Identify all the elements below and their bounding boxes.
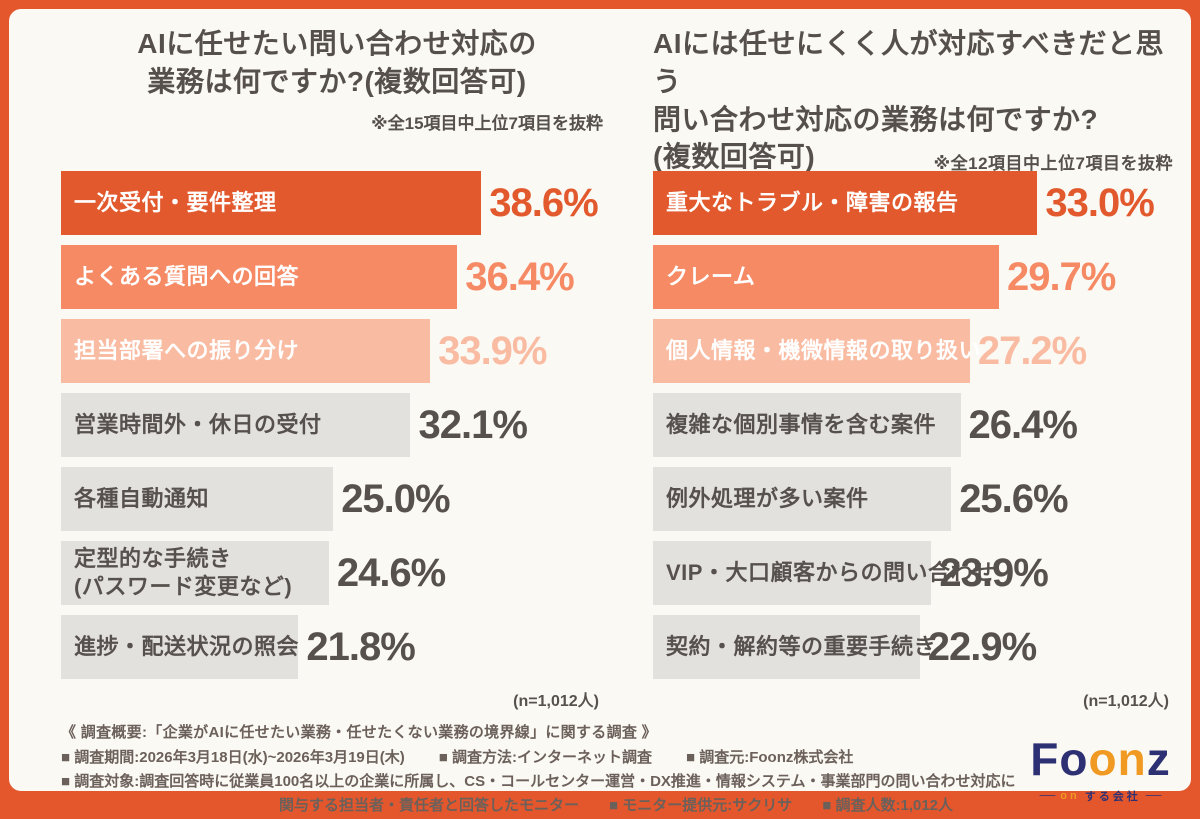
chart-header: AIに任せたい問い合わせ対応の 業務は何ですか?(複数回答可) ※全15項目中上… xyxy=(61,25,613,161)
bar-value: 32.1% xyxy=(418,402,527,447)
bar: 複雑な個別事情を含む案件 xyxy=(653,393,961,457)
bar-row: クレーム 29.7% xyxy=(653,245,1183,309)
bar: クレーム xyxy=(653,245,999,309)
bar: 例外処理が多い案件 xyxy=(653,467,952,531)
bar: 各種自動通知 xyxy=(61,467,334,531)
bar-value: 25.6% xyxy=(959,476,1068,521)
chart-tasks-humans-should-handle: AIには任せにくく人が対応すべきだと思う 問い合わせ対応の業務は何ですか? (複… xyxy=(653,25,1183,711)
bar-label: 例外処理が多い案件 xyxy=(666,485,869,511)
logo-letter: n xyxy=(1117,732,1147,785)
bar-row: 複雑な個別事情を含む案件 26.4% xyxy=(653,393,1183,457)
tagline-dash: ── xyxy=(1145,789,1162,802)
bar-value: 38.6% xyxy=(489,180,598,225)
bar: 進捗・配送状況の照会 xyxy=(61,615,300,680)
bar: 担当部署への振り分け xyxy=(61,319,431,383)
survey-target: ■ 調査対象:調査回答時に従業員100名以上の企業に所属し、CS・コールセンター… xyxy=(61,772,1016,790)
bar-label: 営業時間外・休日の受付 xyxy=(74,411,322,437)
bar-label: 複雑な個別事情を含む案件 xyxy=(666,411,937,437)
bar-label: 契約・解約等の重要手続き xyxy=(666,633,937,659)
bar: よくある質問への回答 xyxy=(61,245,458,309)
infographic-panel: AIに任せたい問い合わせ対応の 業務は何ですか?(複数回答可) ※全15項目中上… xyxy=(9,9,1191,814)
bar-row: 営業時間外・休日の受付 32.1% xyxy=(61,393,613,457)
bars-list: 一次受付・要件整理 38.6% よくある質問への回答 36.4% 担当部署への振り分… xyxy=(61,171,613,680)
survey-overview-text: 《 調査概要:「企業がAIに任せたい業務・任せたくない業務の境界線」に関する調査… xyxy=(61,721,1015,818)
logo-letter: o xyxy=(1088,732,1118,785)
foonz-logo: Foonz ── on する会社 ── xyxy=(1015,721,1185,818)
bar-label: 各種自動通知 xyxy=(74,485,210,511)
bar: 定型的な手続き (パスワード変更など) xyxy=(61,541,329,606)
bar: VIP・大口顧客からの問い合わせ xyxy=(653,541,995,605)
survey-overview-footer: 《 調査概要:「企業がAIに任せたい業務・任せたくない業務の境界線」に関する調査… xyxy=(61,721,1181,818)
bar-row: 契約・解約等の重要手続き 22.9% xyxy=(653,615,1183,679)
bar-value: 33.0% xyxy=(1045,180,1154,225)
bar: 一次受付・要件整理 xyxy=(61,171,482,235)
survey-target-continued: 関与する担当者・責任者と回答したモニター xyxy=(279,797,580,815)
bar-row: 個人情報・機微情報の取り扱い 27.2% xyxy=(653,319,1183,383)
bar-value: 25.0% xyxy=(341,476,450,521)
bar-row: 担当部署への振り分け 33.9% xyxy=(61,319,613,383)
bar: 契約・解約等の重要手続き xyxy=(653,615,936,679)
bar-label: VIP・大口顧客からの問い合わせ xyxy=(666,559,996,585)
bar-label: 重大なトラブル・障害の報告 xyxy=(666,189,959,215)
survey-meta-line: 関与する担当者・責任者と回答したモニター ■ モニター提供元:サクリサ ■ 調査… xyxy=(61,794,1015,818)
bar-value: 22.9% xyxy=(927,624,1037,669)
chart-title-line: 問い合わせ対応の業務は何ですか? xyxy=(653,103,1099,135)
chart-title-line: (複数回答可) xyxy=(653,141,816,173)
respondent-count: ■ 調査人数:1,012人 xyxy=(822,797,954,815)
bar-row: 進捗・配送状況の照会 21.8% xyxy=(61,615,613,680)
bar-label: 一次受付・要件整理 xyxy=(74,189,277,215)
logo-letter: F xyxy=(1030,732,1060,785)
bar-row: 一次受付・要件整理 38.6% xyxy=(61,171,613,235)
chart-note: ※全12項目中上位7項目を抜粋 xyxy=(933,154,1173,174)
bar-value: 23.9% xyxy=(939,550,1048,595)
bar-row: 例外処理が多い案件 25.6% xyxy=(653,467,1183,531)
chart-ai-tasks-to-delegate: AIに任せたい問い合わせ対応の 業務は何ですか?(複数回答可) ※全15項目中上… xyxy=(61,25,613,711)
bar-value: 29.7% xyxy=(1006,254,1116,299)
chart-title-line: 業務は何ですか?(複数回答可) xyxy=(147,65,527,97)
foonz-logo-wordmark: Foonz xyxy=(1030,736,1170,782)
bar-label: 個人情報・機微情報の取り扱い xyxy=(666,337,982,363)
monitor-provider: ■ モニター提供元:サクリサ xyxy=(609,797,793,815)
chart-title: AIに任せたい問い合わせ対応の 業務は何ですか?(複数回答可) xyxy=(61,25,613,101)
logo-letter: z xyxy=(1146,732,1171,785)
bar-row: 重大なトラブル・障害の報告 33.0% xyxy=(653,171,1183,235)
chart-header: AIには任せにくく人が対応すべきだと思う 問い合わせ対応の業務は何ですか? (複… xyxy=(653,25,1183,173)
bar: 重大なトラブル・障害の報告 xyxy=(653,171,1038,235)
survey-period: ■ 調査期間:2026年3月18日(水)~2026年3月19日(木) xyxy=(61,748,405,766)
bar-row: 各種自動通知 25.0% xyxy=(61,467,613,531)
bar-value: 27.2% xyxy=(977,328,1087,373)
bar-value: 24.6% xyxy=(336,550,446,595)
foonz-logo-tagline: ── on する会社 ── xyxy=(1040,788,1162,804)
bars-list: 重大なトラブル・障害の報告 33.0% クレーム 29.7% 個人情報・機微情報の取… xyxy=(653,171,1183,679)
tagline-text: する会社 xyxy=(1084,790,1141,803)
bar-row: よくある質問への回答 36.4% xyxy=(61,245,613,309)
sample-size-label: (n=1,012人) xyxy=(513,693,599,711)
survey-meta-line: ■ 調査期間:2026年3月18日(水)~2026年3月19日(木) ■ 調査方… xyxy=(61,746,1015,770)
logo-letter: o xyxy=(1059,732,1089,785)
sample-size-label: (n=1,012人) xyxy=(1083,693,1169,710)
bar-row: VIP・大口顧客からの問い合わせ 23.9% xyxy=(653,541,1183,605)
bar: 営業時間外・休日の受付 xyxy=(61,393,411,457)
tagline-dash: ── xyxy=(1039,789,1056,802)
bar-label: 進捗・配送状況の照会 xyxy=(74,634,300,660)
bar-value: 21.8% xyxy=(306,624,415,669)
survey-source: ■ 調査元:Foonz株式会社 xyxy=(686,748,854,766)
bar-value: 33.9% xyxy=(438,328,547,373)
bar-label: よくある質問への回答 xyxy=(74,263,300,289)
chart-title-line: AIには任せにくく人が対応すべきだと思う xyxy=(653,28,1164,97)
charts-row: AIに任せたい問い合わせ対応の 業務は何ですか?(複数回答可) ※全15項目中上… xyxy=(61,25,1181,711)
chart-note: ※全15項目中上位7項目を抜粋 xyxy=(371,113,603,133)
survey-overview-heading: 《 調査概要:「企業がAIに任せたい業務・任せたくない業務の境界線」に関する調査… xyxy=(61,724,657,742)
chart-title-line: AIに任せたい問い合わせ対応の xyxy=(137,28,537,59)
chart-title: AIには任せにくく人が対応すべきだと思う 問い合わせ対応の業務は何ですか? (複… xyxy=(653,25,1183,176)
bar-label: 定型的な手続き (パスワード変更など) xyxy=(74,546,293,600)
bar-value: 26.4% xyxy=(968,402,1078,447)
bar-row: 定型的な手続き (パスワード変更など) 24.6% xyxy=(61,541,613,606)
tagline-on: on xyxy=(1060,789,1080,802)
bar: 個人情報・機微情報の取り扱い xyxy=(653,319,981,383)
bar-label: 担当部署への振り分け xyxy=(74,337,300,363)
bar-value: 36.4% xyxy=(465,254,574,299)
survey-method: ■ 調査方法:インターネット調査 xyxy=(438,748,652,766)
bar-label: クレーム xyxy=(666,263,756,289)
